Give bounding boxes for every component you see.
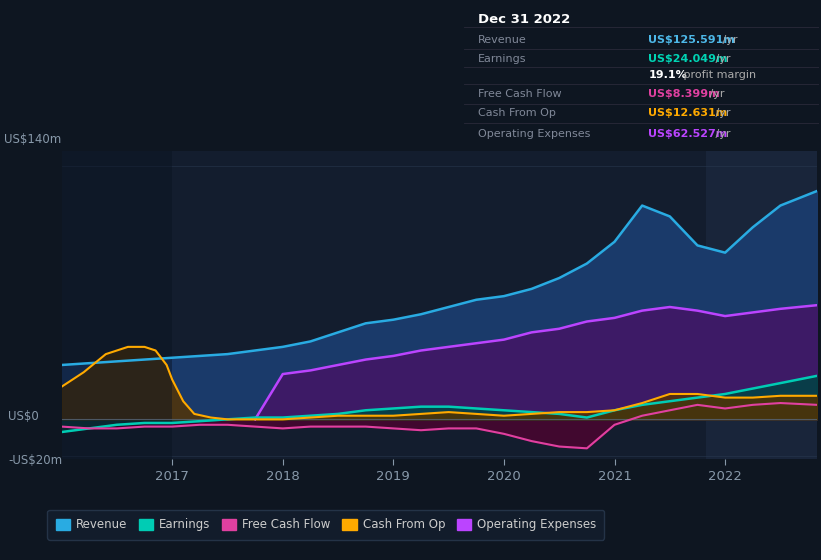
Text: Operating Expenses: Operating Expenses [478, 129, 590, 138]
Text: profit margin: profit margin [681, 70, 756, 80]
Text: US$140m: US$140m [4, 133, 62, 146]
Legend: Revenue, Earnings, Free Cash Flow, Cash From Op, Operating Expenses: Revenue, Earnings, Free Cash Flow, Cash … [48, 510, 604, 539]
Text: Free Cash Flow: Free Cash Flow [478, 89, 562, 99]
Text: /yr: /yr [712, 129, 731, 138]
Text: US$62.527m: US$62.527m [649, 129, 727, 138]
Text: US$125.591m: US$125.591m [649, 35, 735, 45]
Text: /yr: /yr [718, 35, 737, 45]
Text: Cash From Op: Cash From Op [478, 108, 556, 118]
Text: /yr: /yr [706, 89, 724, 99]
Text: -US$20m: -US$20m [8, 454, 62, 466]
Text: 19.1%: 19.1% [649, 70, 687, 80]
Text: US$8.399m: US$8.399m [649, 89, 720, 99]
Text: US$24.049m: US$24.049m [649, 54, 727, 64]
Bar [706, 151, 817, 459]
Text: /yr: /yr [712, 108, 731, 118]
Text: Earnings: Earnings [478, 54, 526, 64]
Text: /yr: /yr [712, 54, 731, 64]
Text: Dec 31 2022: Dec 31 2022 [478, 13, 571, 26]
Text: US$0: US$0 [8, 410, 39, 423]
Text: Revenue: Revenue [478, 35, 527, 45]
Text: US$12.631m: US$12.631m [649, 108, 727, 118]
Bar [62, 151, 172, 459]
